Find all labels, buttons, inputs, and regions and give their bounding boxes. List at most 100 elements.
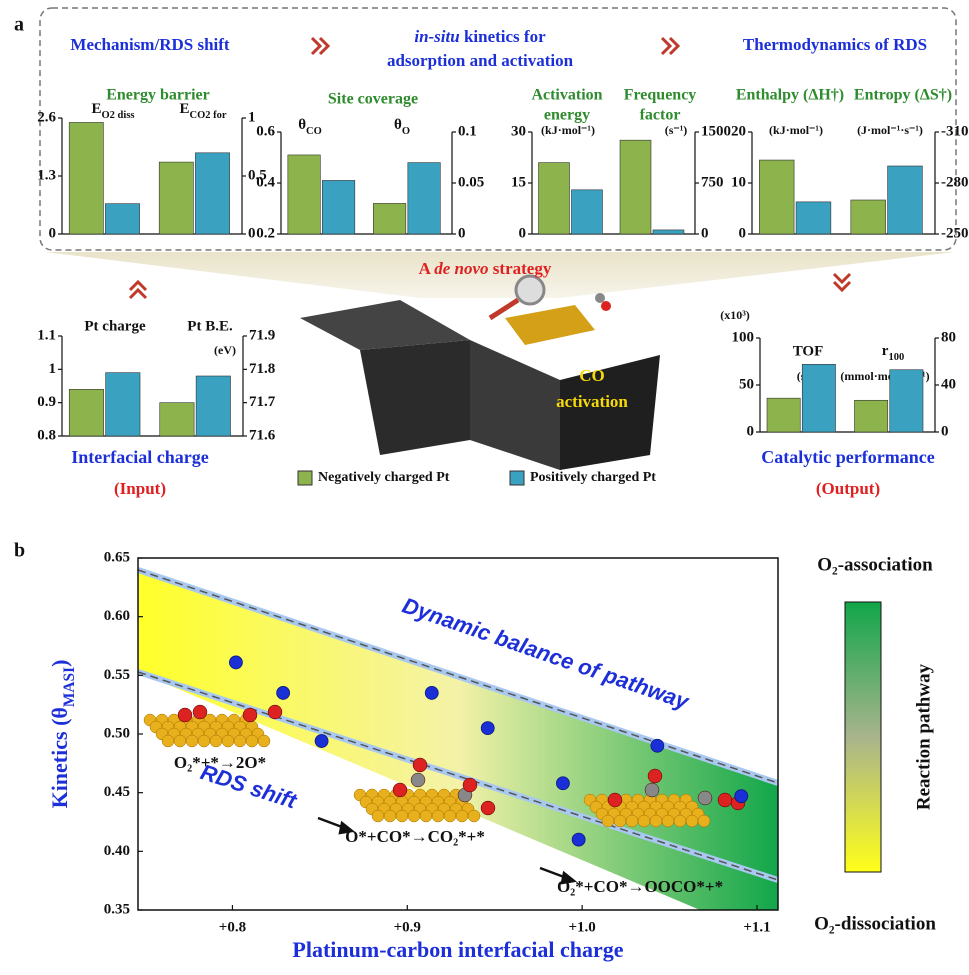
bar [766, 397, 801, 433]
bar [759, 159, 795, 235]
chevrons [128, 36, 852, 300]
data-point [556, 776, 570, 791]
y2-tick-label: 1 [248, 109, 256, 125]
bar [373, 203, 407, 235]
adsorbate [177, 707, 193, 723]
surface-atom [257, 734, 271, 748]
y2-tick-label: 71.9 [249, 327, 275, 343]
y2-tick-label: 0 [701, 225, 709, 241]
input-label: (Input) [114, 479, 166, 498]
y-tick-label: 50 [739, 376, 754, 392]
surface-atom [197, 734, 211, 748]
y-tick-label: 1.1 [37, 327, 56, 343]
chart-title: r100 [882, 343, 904, 362]
arrows [317, 816, 577, 885]
strategy-text: A de novo strategy [419, 259, 552, 278]
surface-atom [221, 734, 235, 748]
y2-tick-label: 0.5 [248, 167, 267, 183]
y2-tick-label: -280 [941, 174, 969, 190]
y-axis-label-sub: MASI [61, 667, 78, 707]
chart-title: Enthalpy (ΔH†) [736, 87, 844, 104]
data-point [480, 721, 495, 736]
surface-atom [383, 809, 397, 823]
chart-title: energy [544, 107, 590, 124]
y-tick-label: 2.6 [37, 109, 56, 125]
adsorbate [412, 757, 428, 773]
unit-label: (kJ·mol⁻¹) [541, 123, 595, 137]
annotation: O₂*+CO*→OOCO*+* [557, 877, 723, 896]
adsorbate [480, 800, 496, 816]
adsorbate [607, 792, 623, 808]
bar [407, 162, 441, 235]
chart-title-main: θ [394, 117, 402, 133]
adsorbate [717, 792, 733, 808]
chart-title: Pt B.E. [187, 318, 233, 334]
colorbar-top-label: O₂-association [817, 554, 933, 575]
y2-tick-label: 71.7 [249, 394, 276, 410]
y2-tick-label: 80 [941, 329, 956, 345]
surface-atom [245, 734, 259, 748]
y-axis-label-main: Kinetics (θ [47, 707, 72, 808]
header-text: Thermodynamics of RDS [743, 35, 927, 54]
y2-tick-label: 0 [248, 225, 256, 241]
bar [538, 162, 570, 235]
chart-title: θCO [298, 117, 322, 136]
surface-atom [209, 734, 223, 748]
chart-title: factor [640, 107, 681, 124]
bar [159, 402, 195, 437]
panel-frame [39, 7, 957, 251]
bar [105, 203, 140, 235]
y-tick-label: 15 [511, 174, 526, 190]
y-tick-label: 30 [511, 123, 526, 139]
chart-title-sub: O [402, 126, 410, 137]
data-point [276, 686, 291, 700]
adsorbate [410, 772, 426, 788]
surface-atom [173, 734, 187, 748]
y-tick-label: 0.4 [256, 174, 275, 190]
surface-atom [419, 809, 433, 823]
y-tick-label: 0.35 [104, 901, 130, 917]
header-text-part: kinetics for [460, 27, 546, 46]
bar [801, 364, 836, 433]
data-point [650, 738, 665, 753]
y2-tick-label: -310 [941, 123, 969, 139]
chart-title: TOF [793, 343, 824, 359]
surface-atom [455, 809, 469, 823]
adsorbate [392, 782, 408, 798]
header-text: adsorption and activation [387, 51, 574, 70]
y-tick-label: 0 [519, 225, 527, 241]
surface-atom [637, 814, 651, 828]
y2-tick-label: -250 [941, 225, 969, 241]
y-tick-label: 0.8 [37, 427, 56, 443]
bar [571, 189, 603, 235]
output-label: (Output) [816, 479, 880, 498]
unit-label: (x10³) [720, 308, 750, 322]
surface-atom [601, 814, 615, 828]
adsorbate [242, 707, 258, 723]
chart-title: Pt charge [84, 318, 146, 334]
chart-title: Frequency [624, 87, 697, 104]
chart-title: Energy barrier [106, 87, 210, 104]
y-tick-label: 0.6 [256, 123, 275, 139]
legend-label: Positively charged Pt [530, 470, 656, 485]
bar [68, 389, 104, 437]
y-tick-label: 100 [732, 329, 755, 345]
header-text-part: in-situ [414, 27, 459, 46]
y2-tick-label: 0.1 [458, 123, 477, 139]
chart-title-sub: 100 [888, 352, 904, 363]
surface-atom [625, 814, 639, 828]
annotation: O₂*+*→2O* [174, 753, 266, 772]
surface-atom [613, 814, 627, 828]
surface-atom [371, 809, 385, 823]
chart-title-main: r [882, 343, 889, 359]
bar [854, 399, 889, 433]
surface-atom [467, 809, 481, 823]
surface-atom [431, 809, 445, 823]
chart-title-sub: CO2 for [189, 110, 226, 121]
colorbar-title: Reaction pathway [913, 663, 934, 810]
adsorbate [647, 768, 663, 784]
bar [795, 201, 832, 235]
unit-label: (s⁻¹) [665, 123, 688, 137]
bar [195, 375, 231, 437]
